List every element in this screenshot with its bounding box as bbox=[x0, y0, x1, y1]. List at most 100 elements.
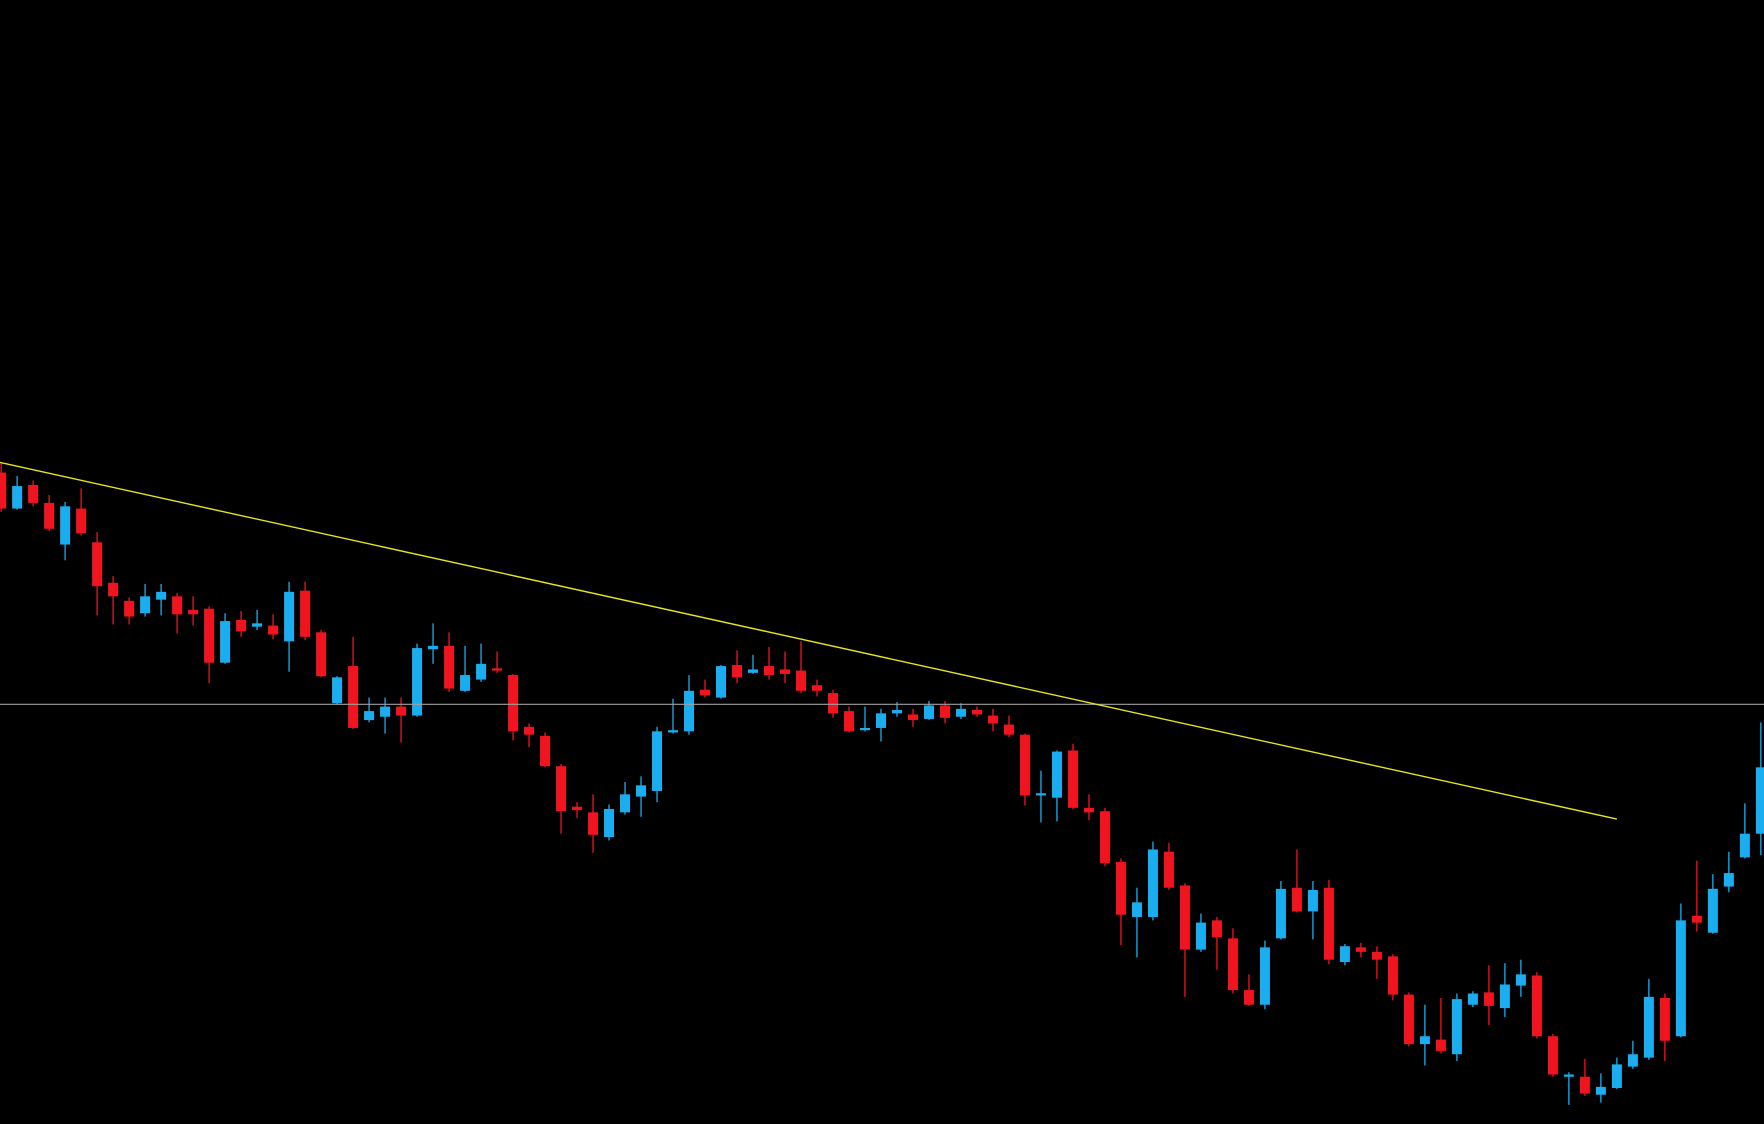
candle-body bbox=[1723, 873, 1734, 887]
candle-body bbox=[1211, 920, 1222, 938]
candle-body bbox=[300, 590, 311, 637]
candle-body bbox=[220, 621, 231, 663]
candle-body bbox=[1627, 1054, 1638, 1067]
candle-body bbox=[540, 735, 551, 767]
candle-body bbox=[1243, 990, 1254, 1005]
candle-body bbox=[987, 715, 998, 724]
candle-body bbox=[1115, 861, 1126, 915]
candle-body bbox=[140, 596, 151, 614]
candle-body bbox=[1275, 888, 1286, 939]
candle-body bbox=[1707, 888, 1718, 933]
candle-body bbox=[1195, 922, 1206, 950]
candle-body bbox=[955, 708, 966, 717]
candle-body bbox=[1099, 811, 1110, 863]
candle-body bbox=[12, 486, 23, 509]
candle-body bbox=[348, 666, 359, 728]
candle-body bbox=[1291, 887, 1302, 912]
candle-body bbox=[827, 693, 838, 714]
candle-body bbox=[875, 713, 886, 728]
candle-body bbox=[780, 669, 791, 674]
candle-body bbox=[1355, 947, 1366, 952]
candle-body bbox=[1019, 734, 1030, 796]
candle-body bbox=[1483, 992, 1494, 1006]
candle-body bbox=[1179, 885, 1190, 950]
candle-body bbox=[668, 730, 679, 733]
candle-body bbox=[1435, 1039, 1446, 1051]
candle-body bbox=[1147, 849, 1158, 917]
candle-body bbox=[524, 726, 535, 735]
candle-body bbox=[652, 731, 663, 791]
candle-body bbox=[1643, 996, 1654, 1058]
candle-body bbox=[796, 670, 806, 691]
candle-body bbox=[891, 709, 902, 714]
candle-body bbox=[843, 711, 854, 732]
candle-body bbox=[1387, 956, 1398, 995]
candle-body bbox=[1611, 1064, 1622, 1088]
candle-body bbox=[28, 484, 39, 503]
candle-body bbox=[1067, 750, 1078, 808]
candle-body bbox=[396, 706, 407, 716]
candle-body bbox=[108, 582, 119, 597]
candle-body bbox=[1467, 993, 1478, 1005]
candle-body bbox=[476, 663, 487, 680]
candle-body bbox=[971, 709, 982, 715]
candle-body bbox=[1323, 887, 1334, 960]
trend-line bbox=[0, 461, 1618, 820]
candle-body bbox=[1131, 902, 1142, 917]
candle-body bbox=[252, 623, 263, 627]
candle-body bbox=[1051, 751, 1062, 798]
candle-body bbox=[939, 705, 950, 718]
candle-body bbox=[1515, 974, 1526, 986]
candle-body bbox=[588, 812, 599, 835]
candle-body bbox=[1739, 833, 1750, 858]
candle-body bbox=[572, 806, 583, 811]
candle-body bbox=[316, 632, 327, 677]
candle-body bbox=[1035, 793, 1046, 796]
candle-body bbox=[0, 472, 7, 509]
candle-body bbox=[92, 542, 103, 587]
candle-body bbox=[636, 785, 647, 797]
candle-body bbox=[428, 645, 439, 650]
candle-body bbox=[1339, 946, 1350, 962]
candle-body bbox=[124, 600, 135, 617]
candle-body bbox=[859, 727, 870, 731]
candle-body bbox=[1451, 999, 1462, 1055]
candle-body bbox=[1579, 1076, 1590, 1094]
candle-body bbox=[508, 675, 519, 732]
candle-body bbox=[1003, 724, 1014, 735]
candle-body bbox=[380, 706, 391, 717]
candle-body bbox=[284, 591, 295, 642]
candle-body bbox=[1227, 938, 1238, 991]
candle-body bbox=[1499, 984, 1510, 1009]
candle-body bbox=[556, 766, 567, 812]
candle-body bbox=[44, 502, 55, 529]
candle-body bbox=[172, 596, 183, 615]
candle-body bbox=[60, 506, 71, 545]
candle-body bbox=[268, 625, 279, 635]
candle-body bbox=[1371, 951, 1382, 960]
candle-body bbox=[76, 508, 87, 534]
candle-body bbox=[764, 666, 775, 676]
candle-body bbox=[1595, 1086, 1606, 1095]
candle-body bbox=[620, 794, 631, 813]
candle-body bbox=[748, 669, 759, 673]
candle-body bbox=[716, 666, 727, 698]
candle-body bbox=[492, 668, 503, 671]
candle-body bbox=[188, 609, 199, 615]
candle-body bbox=[1755, 767, 1764, 834]
candle-body bbox=[364, 711, 375, 721]
candle-body bbox=[700, 689, 711, 696]
candle-body bbox=[1547, 1036, 1558, 1075]
candle-body bbox=[412, 648, 423, 716]
candle-body bbox=[1675, 920, 1686, 1037]
candle-body bbox=[811, 685, 822, 691]
candle-body bbox=[1163, 851, 1174, 888]
candle-body bbox=[444, 645, 455, 689]
candle-body bbox=[1563, 1074, 1574, 1077]
candle-body bbox=[684, 690, 695, 732]
candle-body bbox=[732, 664, 743, 678]
candle-body bbox=[1083, 807, 1094, 813]
candle-body bbox=[923, 705, 934, 719]
